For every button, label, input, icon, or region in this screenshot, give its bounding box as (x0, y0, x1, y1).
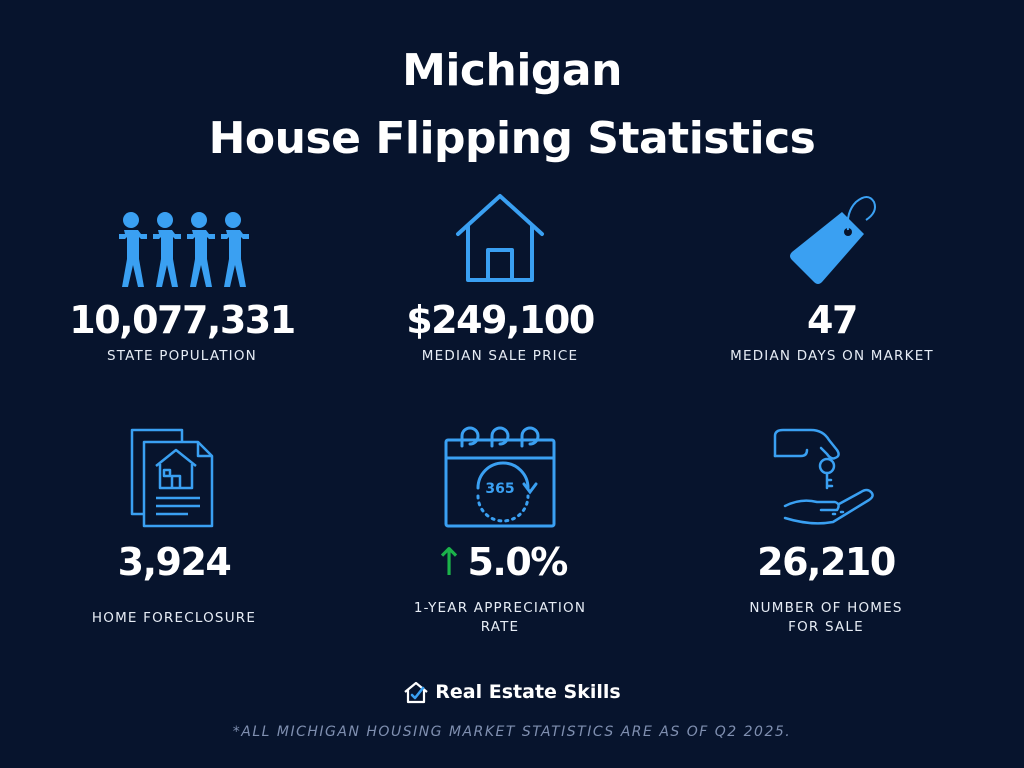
stat-label: STATE POPULATION (107, 348, 257, 364)
stat-appreciation-rate: 365 ↑ 5.0% 1-YEAR APPRECIATION RATE (350, 426, 650, 636)
brand-name: Real Estate Skills (435, 681, 621, 703)
stat-label: MEDIAN SALE PRICE (421, 348, 579, 364)
calendar-365-text: 365 (485, 481, 514, 497)
stat-label-line2: RATE (480, 619, 520, 635)
brand-logo: Real Estate Skills (0, 676, 1024, 708)
stat-value: ↑ 5.0% (350, 540, 650, 584)
trend-up-icon: ↑ (433, 540, 465, 584)
calendar-365-icon: 365 (444, 426, 556, 528)
stat-label: MEDIAN DAYS ON MARKET (730, 348, 934, 364)
stat-value: $249,100 (406, 298, 595, 342)
key-handover-icon (773, 428, 874, 525)
house-icon (456, 194, 544, 282)
stat-value: 10,077,331 (69, 298, 296, 342)
stat-home-foreclosure: 3,924 HOME FORECLOSURE (24, 426, 324, 636)
price-tag-icon (790, 196, 876, 284)
footnote: *ALL MICHIGAN HOUSING MARKET STATISTICS … (232, 724, 792, 740)
page-title-line2: House Flipping Statistics (208, 113, 816, 164)
stat-label: HOME FORECLOSURE (91, 610, 257, 626)
house-check-logo-icon (404, 681, 428, 704)
page-title-line1: Michigan (402, 45, 622, 96)
people-icon (119, 212, 249, 287)
stat-median-sale-price: $249,100 MEDIAN SALE PRICE (350, 190, 650, 370)
stat-state-population: 10,077,331 STATE POPULATION (32, 200, 332, 370)
stat-value-number: 5.0% (467, 540, 568, 584)
stat-label-line1: 1-YEAR APPRECIATION (413, 600, 587, 616)
stat-median-days-on-market: 47 MEDIAN DAYS ON MARKET (682, 190, 982, 370)
stat-label-line1: NUMBER OF HOMES (749, 600, 903, 616)
stat-value: 47 (807, 298, 858, 342)
stat-value: 3,924 (117, 540, 232, 584)
stat-homes-for-sale: 26,210 NUMBER OF HOMES FOR SALE (676, 426, 976, 636)
foreclosure-document-icon (130, 428, 214, 528)
stat-value: 26,210 (757, 540, 896, 584)
stat-label-line2: FOR SALE (788, 619, 864, 635)
